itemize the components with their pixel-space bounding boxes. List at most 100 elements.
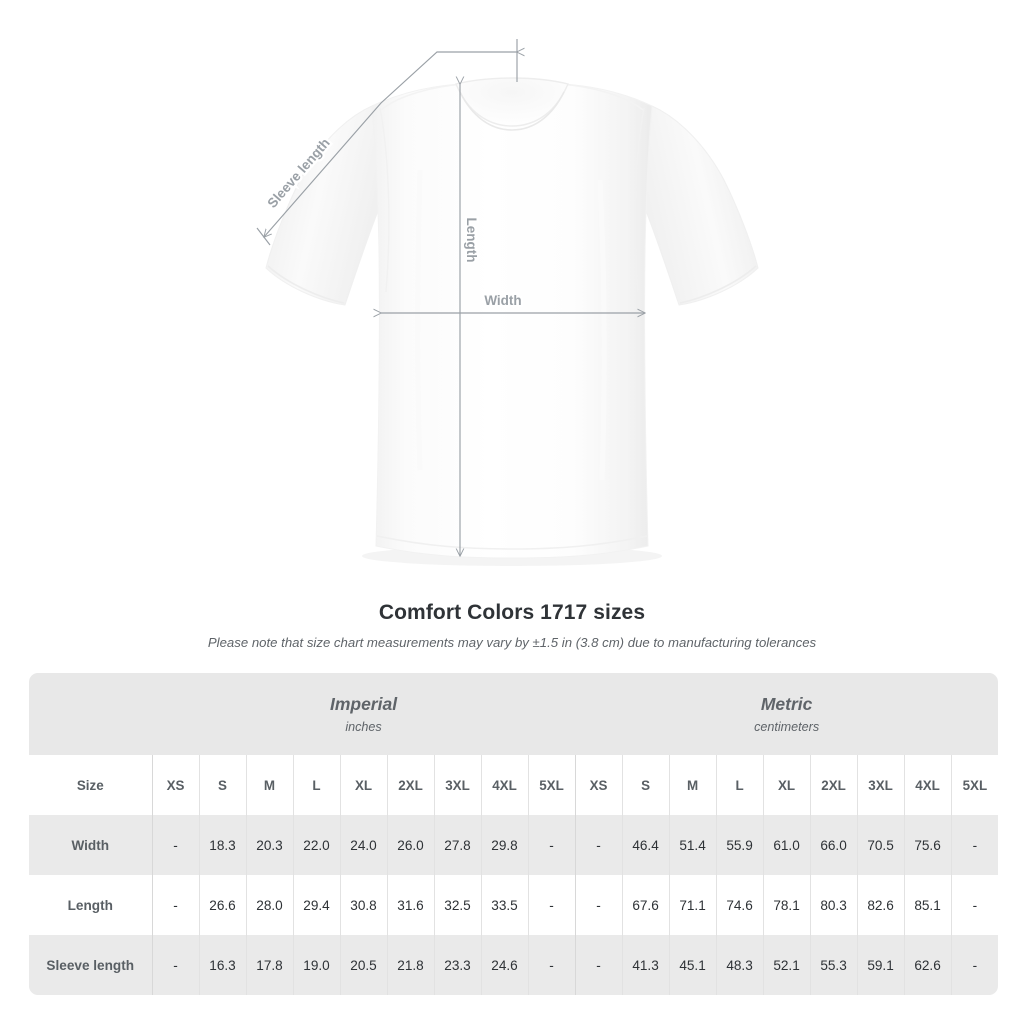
cell-sleeve-imperial-xl: 20.5 [339, 935, 387, 995]
cell-length-imperial-3xl: 32.5 [433, 875, 481, 935]
size-header-metric-5xl: 5XL [950, 755, 999, 815]
page-title: Comfort Colors 1717 sizes [378, 601, 646, 624]
cell-length-imperial-4xl: 33.5 [480, 875, 528, 935]
cell-width-imperial-2xl: 26.0 [386, 815, 434, 875]
unit-cell-imperial: Imperial inches [152, 673, 576, 755]
size-header-metric-xs: XS [574, 755, 623, 815]
unit-sub-metric: centimeters [754, 720, 820, 734]
size-header-metric-4xl: 4XL [903, 755, 952, 815]
cell-width-metric-5xl: - [950, 815, 999, 875]
tolerance-note: Please note that size chart measurements… [207, 635, 817, 650]
size-header-metric-l: L [715, 755, 764, 815]
size-header-row: Size XS S M L XL 2XL 3XL 4XL 5XL XS S M … [29, 755, 999, 815]
cell-length-imperial-5xl: - [527, 875, 576, 935]
size-header-metric-m: M [668, 755, 717, 815]
cell-length-imperial-xl: 30.8 [339, 875, 387, 935]
row-label-length: Length [29, 875, 152, 935]
right-armhole-seam [634, 107, 645, 293]
shirt-body [371, 81, 653, 559]
hem-line [376, 535, 648, 550]
cell-width-metric-2xl: 66.0 [809, 815, 858, 875]
cell-sleeve-metric-s: 41.3 [621, 935, 670, 995]
cell-sleeve-imperial-3xl: 23.3 [433, 935, 481, 995]
cell-width-imperial-s: 18.3 [198, 815, 246, 875]
size-table: Imperial inches Metric centimeters Size … [29, 673, 999, 995]
size-header-imperial-4xl: 4XL [480, 755, 528, 815]
cell-sleeve-imperial-xs: - [151, 935, 199, 995]
cell-length-imperial-xs: - [151, 875, 199, 935]
chart-heading: Comfort Colors 1717 sizes Please note th… [0, 598, 1024, 652]
unit-cell-metric: Metric centimeters [575, 673, 999, 755]
cell-length-metric-l: 74.6 [715, 875, 764, 935]
cell-sleeve-metric-xs: - [574, 935, 623, 995]
cell-width-metric-xs: - [574, 815, 623, 875]
cell-length-imperial-m: 28.0 [245, 875, 293, 935]
size-header-imperial-3xl: 3XL [433, 755, 481, 815]
cell-sleeve-imperial-5xl: - [527, 935, 576, 995]
fold-left [415, 169, 423, 471]
cell-length-metric-m: 71.1 [668, 875, 717, 935]
size-header-imperial-m: M [245, 755, 293, 815]
cell-sleeve-metric-l: 48.3 [715, 935, 764, 995]
size-header-imperial-s: S [198, 755, 246, 815]
cell-sleeve-metric-xl: 52.1 [762, 935, 811, 995]
cell-sleeve-imperial-m: 17.8 [245, 935, 293, 995]
cell-sleeve-imperial-l: 19.0 [292, 935, 340, 995]
sleeve-guide-tick-bottom [256, 227, 271, 246]
size-header-label: Size [29, 755, 152, 815]
right-sleeve [643, 105, 759, 306]
cell-sleeve-metric-m: 45.1 [668, 935, 717, 995]
cell-width-metric-xl: 61.0 [762, 815, 811, 875]
cell-length-imperial-s: 26.6 [198, 875, 246, 935]
measurement-guides [256, 39, 645, 556]
cell-width-imperial-xl: 24.0 [339, 815, 387, 875]
table-row: Sleeve length - 16.3 17.8 19.0 20.5 21.8… [29, 935, 999, 995]
left-cuff [267, 265, 345, 304]
width-label: Width [484, 293, 521, 308]
cell-width-metric-l: 55.9 [715, 815, 764, 875]
cell-width-metric-3xl: 70.5 [856, 815, 905, 875]
cell-sleeve-imperial-2xl: 21.8 [386, 935, 434, 995]
cell-sleeve-metric-3xl: 59.1 [856, 935, 905, 995]
tshirt-illustration: Sleeve length Length Width [256, 39, 759, 566]
table-row: Width - 18.3 20.3 22.0 24.0 26.0 27.8 29… [29, 815, 999, 875]
cell-sleeve-imperial-4xl: 24.6 [480, 935, 528, 995]
left-sleeve [265, 105, 381, 306]
unit-header-row: Imperial inches Metric centimeters [29, 673, 999, 755]
tshirt-svg: Sleeve length Length Width [256, 39, 759, 566]
cell-width-imperial-m: 20.3 [245, 815, 293, 875]
length-label: Length [464, 218, 479, 263]
size-header-metric-s: S [621, 755, 670, 815]
size-header-metric-2xl: 2XL [809, 755, 858, 815]
size-header-imperial-xl: XL [339, 755, 387, 815]
row-label-width: Width [29, 815, 152, 875]
cell-sleeve-metric-4xl: 62.6 [903, 935, 952, 995]
unit-spacer-cell [29, 673, 152, 755]
cell-length-metric-4xl: 85.1 [903, 875, 952, 935]
cell-length-imperial-2xl: 31.6 [386, 875, 434, 935]
cell-length-imperial-l: 29.4 [292, 875, 340, 935]
cell-width-metric-m: 51.4 [668, 815, 717, 875]
cell-width-imperial-4xl: 29.8 [480, 815, 528, 875]
cell-width-metric-s: 46.4 [621, 815, 670, 875]
cell-length-metric-2xl: 80.3 [809, 875, 858, 935]
size-header-metric-3xl: 3XL [856, 755, 905, 815]
unit-name-metric: Metric [760, 694, 813, 714]
size-header-imperial-xs: XS [151, 755, 199, 815]
cell-width-imperial-l: 22.0 [292, 815, 340, 875]
size-header-metric-xl: XL [762, 755, 811, 815]
row-label-sleeve-length: Sleeve length [29, 935, 152, 995]
cell-width-imperial-5xl: - [527, 815, 576, 875]
sleeve-length-guide [264, 52, 517, 237]
size-header-imperial-l: L [292, 755, 340, 815]
cell-length-metric-xl: 78.1 [762, 875, 811, 935]
cell-sleeve-metric-5xl: - [950, 935, 999, 995]
size-table-container: Imperial inches Metric centimeters Size … [29, 673, 999, 995]
size-header-imperial-5xl: 5XL [527, 755, 576, 815]
cell-length-metric-s: 67.6 [621, 875, 670, 935]
table-row: Length - 26.6 28.0 29.4 30.8 31.6 32.5 3… [29, 875, 999, 935]
cell-width-metric-4xl: 75.6 [903, 815, 952, 875]
cell-width-imperial-xs: - [151, 815, 199, 875]
unit-name-imperial: Imperial [329, 694, 398, 714]
cell-length-metric-xs: - [574, 875, 623, 935]
